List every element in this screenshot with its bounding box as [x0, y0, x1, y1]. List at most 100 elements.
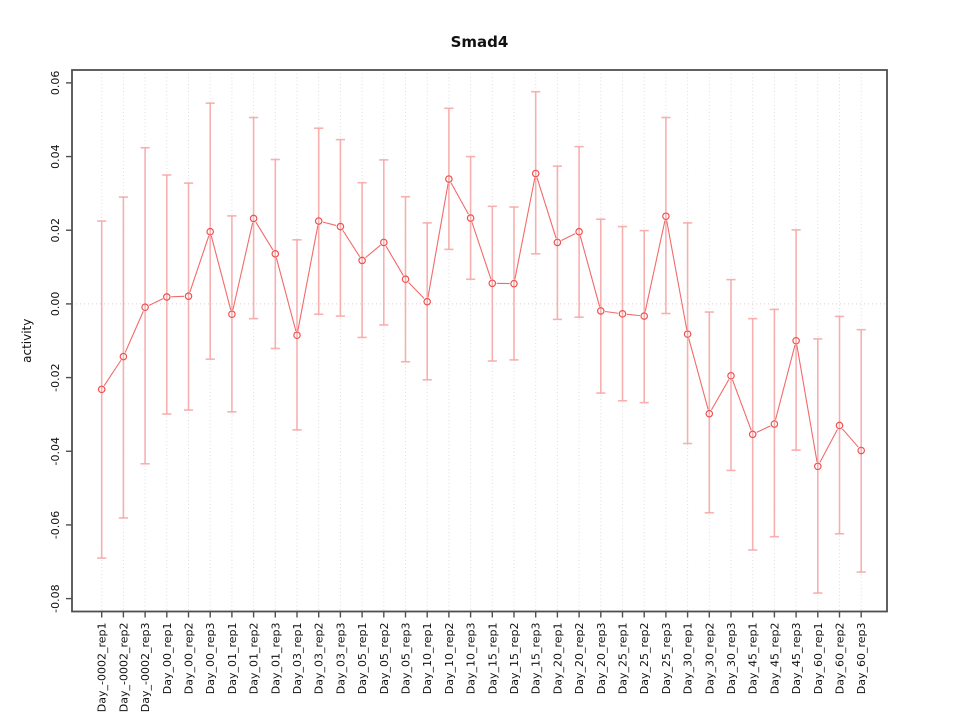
- series-segment: [385, 245, 404, 276]
- data-point: [293, 331, 301, 340]
- error-bars: [97, 90, 866, 594]
- data-point: [705, 409, 714, 418]
- data-point: [813, 462, 822, 471]
- data-point: [618, 310, 627, 318]
- x-tick-label: Day_01_rep1: [226, 623, 239, 695]
- x-tick-label: Day_60_rep3: [855, 623, 868, 695]
- x-tick-label: Day_10_rep3: [465, 623, 478, 695]
- series-segment: [471, 222, 492, 280]
- axis-labels: 0.06 0.04 0.02 0.00 -0.02 -0.04 -0.06 -0.08 Day_…: [20, 33, 868, 712]
- y-tick-label: 0.00: [49, 292, 62, 317]
- x-tick-label: Day_05_rep2: [378, 623, 391, 695]
- series-segment: [711, 379, 730, 411]
- x-tick-label: Day_15_rep2: [508, 623, 521, 695]
- x-tick-label: Day_30_rep1: [682, 623, 695, 695]
- series-segment: [210, 235, 232, 311]
- data-point: [163, 293, 171, 301]
- x-tick-label: Day_20_rep2: [573, 623, 586, 695]
- x-tick-label: Day_01_rep2: [248, 623, 261, 695]
- data-point: [835, 421, 844, 430]
- data-point: [727, 371, 735, 380]
- x-tick-label: Day_30_rep2: [703, 623, 716, 695]
- data-point: [748, 430, 757, 439]
- y-tick-label: -0.04: [49, 437, 62, 465]
- data-point: [141, 303, 149, 312]
- y-tick-label: -0.06: [49, 511, 62, 539]
- chart-title: Smad4: [451, 33, 509, 51]
- data-point: [336, 222, 345, 231]
- data-point: [119, 352, 128, 361]
- x-tick-label: Day_45_rep3: [790, 623, 803, 695]
- series-segment: [841, 428, 859, 448]
- x-tick-label: Day_30_rep3: [725, 623, 738, 695]
- data-point: [184, 292, 193, 300]
- gridlines: [101, 70, 862, 612]
- x-tick-label: Day_00_rep2: [183, 623, 196, 695]
- data-point: [553, 238, 562, 247]
- series-segment: [103, 359, 122, 387]
- x-tick-label: Day_10_rep2: [443, 623, 456, 695]
- x-tick-label: Day_20_rep3: [595, 623, 608, 695]
- series-segment: [666, 220, 688, 330]
- series-segment: [232, 222, 254, 311]
- y-tick-label: 0.02: [49, 218, 62, 243]
- series-segment: [605, 310, 619, 314]
- x-tick-label: Day_45_rep1: [747, 623, 760, 695]
- data-point: [510, 279, 518, 288]
- data-point: [466, 214, 475, 222]
- data-point: [206, 227, 215, 236]
- series-segment: [536, 177, 557, 239]
- x-tick-label: Day_60_rep1: [812, 623, 825, 695]
- data-point: [488, 279, 497, 288]
- data-point: [249, 214, 258, 223]
- series-segment: [514, 177, 536, 280]
- data-point: [228, 310, 236, 319]
- x-tick-label: Day_60_rep2: [834, 623, 847, 695]
- series-segment: [644, 220, 666, 312]
- data-point: [358, 256, 366, 265]
- x-tick-label: Day_15_rep1: [486, 623, 499, 695]
- data-point: [596, 307, 605, 315]
- y-tick-label: -0.02: [49, 363, 62, 391]
- data-point: [379, 238, 388, 247]
- x-tick-label: Day_03_rep1: [291, 623, 304, 695]
- data-point: [683, 330, 692, 338]
- data-point: [792, 336, 800, 345]
- data-point: [770, 420, 779, 428]
- data-point: [271, 250, 280, 258]
- x-tick-label: Day_-0002_rep2: [117, 623, 130, 713]
- y-tick-label: 0.04: [49, 144, 62, 169]
- series-segment: [732, 379, 752, 431]
- series-segment: [365, 244, 381, 259]
- x-tick-label: Day_00_rep1: [161, 623, 174, 695]
- plot-border: [71, 69, 888, 613]
- x-tick-label: Day_25_rep3: [660, 623, 673, 695]
- series-segment: [688, 338, 709, 410]
- x-tick-label: Day_00_rep3: [204, 623, 217, 695]
- y-tick-label: -0.08: [49, 584, 62, 612]
- series-line: [103, 177, 859, 463]
- x-tick-label: Day_-0002_rep1: [96, 623, 109, 713]
- series-segment: [450, 182, 469, 215]
- x-tick-label: Day_20_rep1: [551, 623, 564, 695]
- data-point: [857, 446, 866, 455]
- data-point: [314, 217, 323, 225]
- data-point: [640, 312, 649, 320]
- x-tick-label: Day_05_rep3: [400, 623, 413, 695]
- plot-box: [71, 69, 888, 613]
- axis-ticks: [66, 82, 862, 618]
- series-segment: [626, 313, 640, 317]
- series-points: [97, 169, 866, 471]
- data-point: [97, 385, 106, 394]
- x-tick-label: Day_05_rep1: [356, 623, 369, 695]
- series-segment: [255, 221, 274, 251]
- data-point: [662, 212, 670, 221]
- series-segment: [427, 183, 449, 298]
- series-segment: [297, 225, 319, 332]
- series-segment: [189, 235, 210, 293]
- series-segment: [819, 429, 838, 463]
- series-segment: [275, 257, 297, 332]
- x-tick-label: Day_03_rep2: [313, 623, 326, 695]
